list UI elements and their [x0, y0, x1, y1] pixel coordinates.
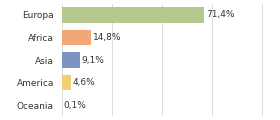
Text: 0,1%: 0,1%: [63, 101, 86, 110]
Text: 9,1%: 9,1%: [81, 55, 104, 65]
Bar: [62, 75, 71, 90]
Bar: [62, 52, 80, 68]
Text: 14,8%: 14,8%: [93, 33, 121, 42]
Bar: [62, 30, 91, 45]
Bar: [62, 7, 204, 23]
Text: 4,6%: 4,6%: [73, 78, 95, 87]
Text: 71,4%: 71,4%: [206, 10, 235, 19]
